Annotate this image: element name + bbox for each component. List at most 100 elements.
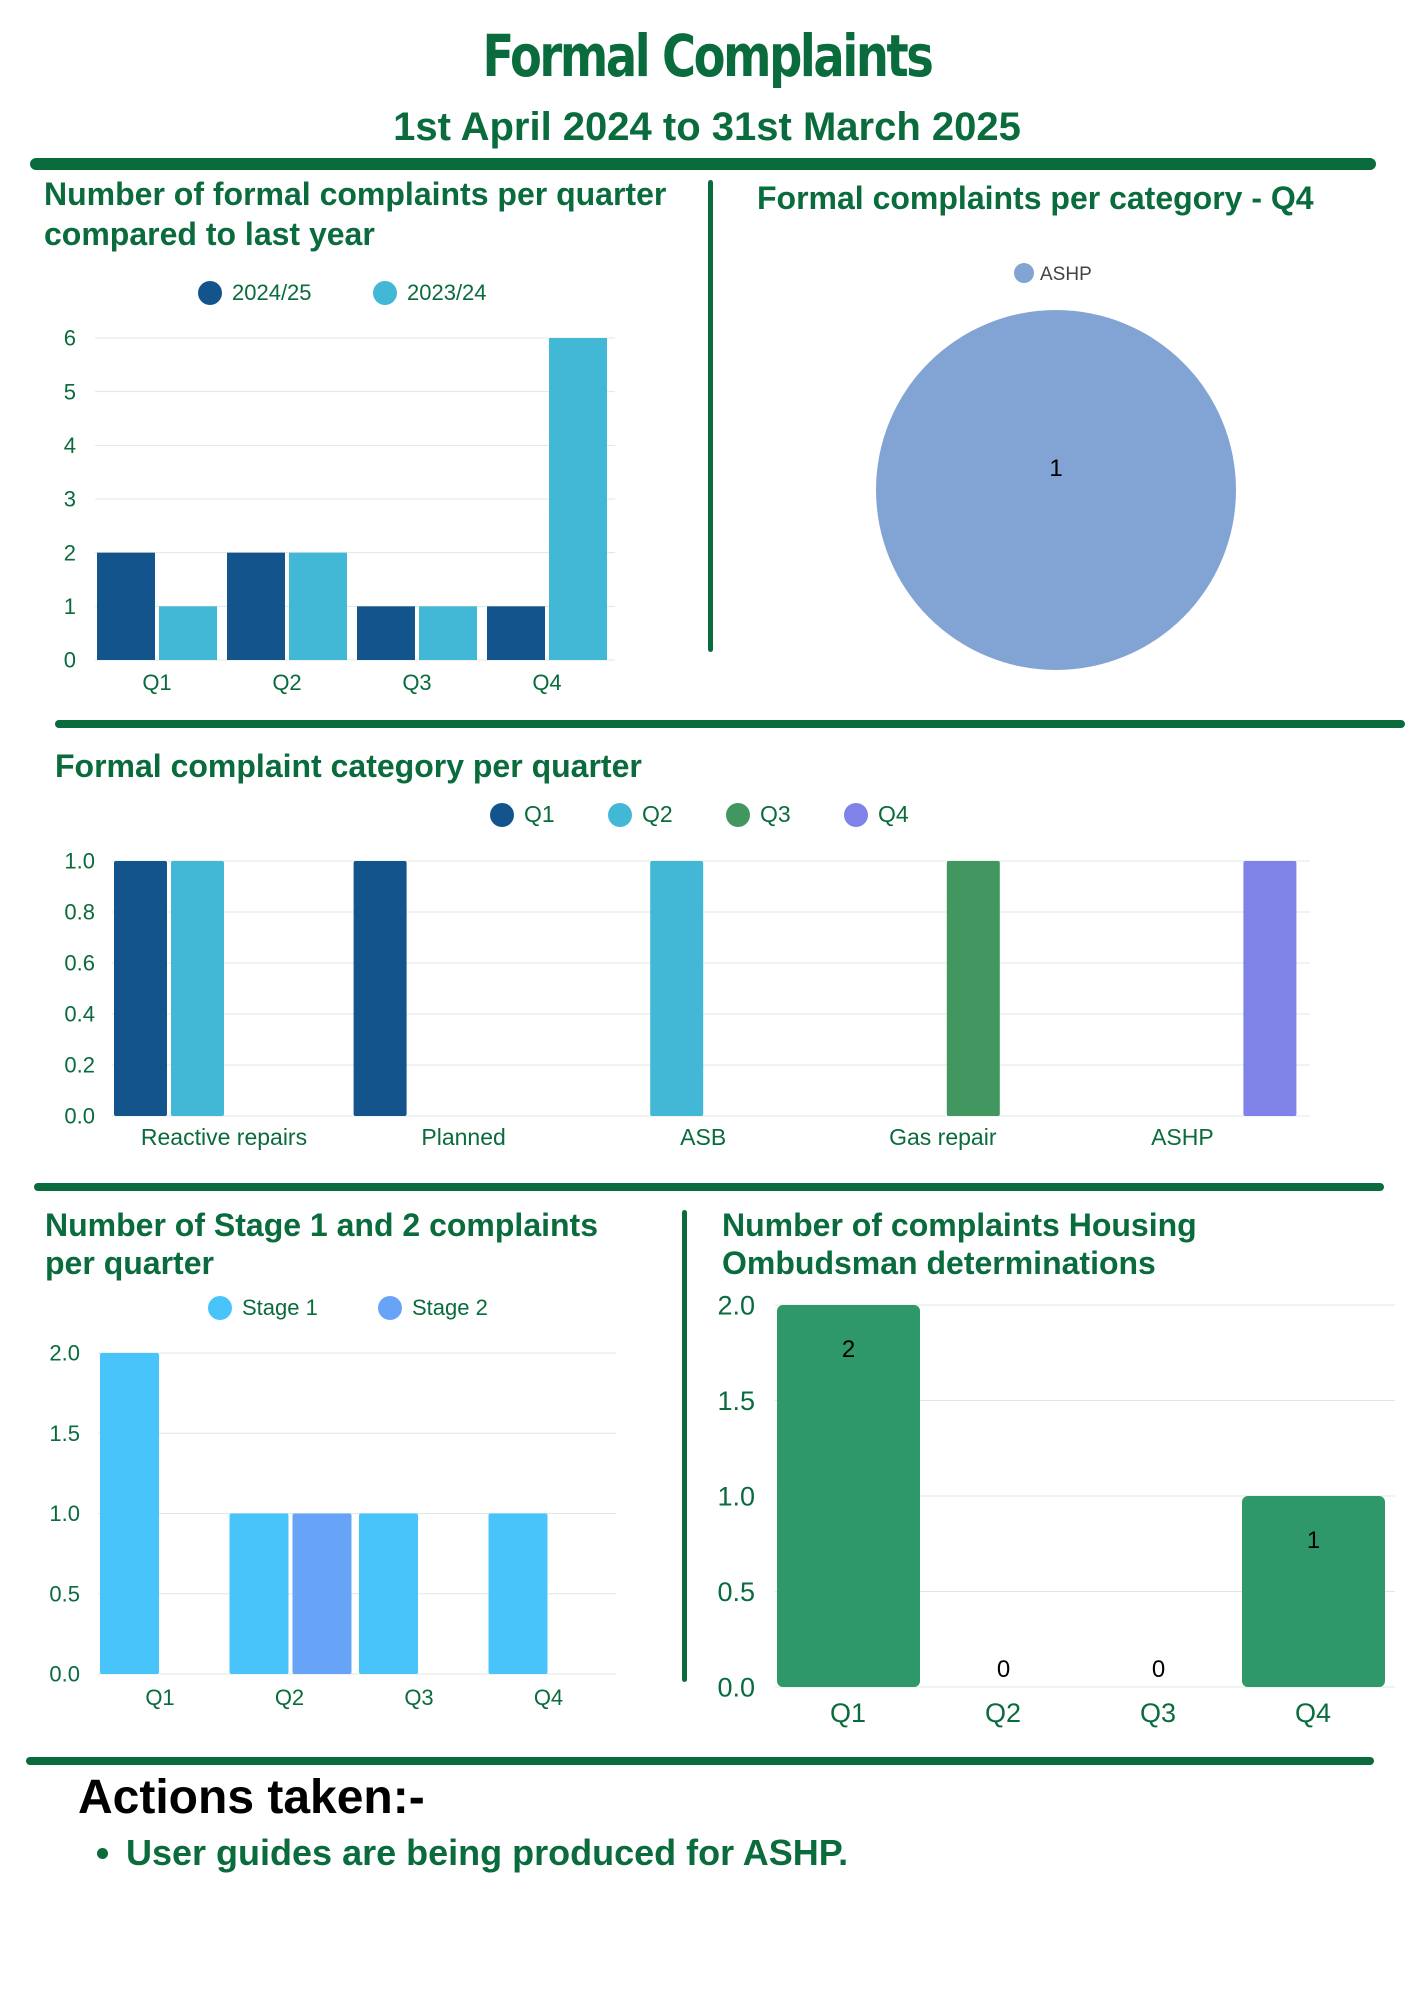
legend-label: Stage 2 <box>412 1295 488 1320</box>
y-tick-label: 4 <box>64 433 76 458</box>
x-tick-label: Q2 <box>275 1685 304 1710</box>
y-tick-label: 0.5 <box>717 1577 755 1607</box>
pie-label: 1 <box>1049 455 1062 482</box>
y-tick-label: 2 <box>64 540 76 565</box>
bar <box>159 606 217 660</box>
chart-title-q4pie: Formal complaints per category - Q4 <box>757 180 1314 216</box>
bar <box>1243 861 1297 1116</box>
bar <box>357 606 415 660</box>
y-tick-label: 1.0 <box>717 1481 755 1511</box>
x-tick-label: Q3 <box>404 1685 433 1710</box>
bar <box>488 1513 548 1674</box>
action-item: User guides are being produced for ASHP. <box>126 1832 848 1874</box>
data-label: 0 <box>997 1656 1010 1683</box>
pie-slice <box>876 310 1236 670</box>
bar <box>100 1353 159 1674</box>
legend-marker <box>726 803 750 827</box>
chart-quarterly: 0 1 2 3 4 5 6 2024/25 2023/24 Q1 Q2 Q3 Q4 <box>64 280 615 695</box>
y-tick-label: 1.0 <box>49 1501 80 1526</box>
x-tick-label: Q1 <box>830 1698 866 1728</box>
bar <box>359 1513 418 1674</box>
legend-label: 2024/25 <box>232 280 312 305</box>
y-tick-label: 0 <box>64 648 76 673</box>
x-tick-label: Q4 <box>534 1685 563 1710</box>
bar <box>171 861 224 1116</box>
legend-label: 2023/24 <box>407 280 487 305</box>
x-tick-label: Q4 <box>532 670 561 695</box>
legend-label: Q2 <box>642 801 673 827</box>
x-tick-label: ASB <box>680 1124 726 1150</box>
bar <box>227 552 285 660</box>
vertical-divider <box>708 180 713 652</box>
legend-marker <box>490 803 514 827</box>
legend-label: Q4 <box>878 801 909 827</box>
y-tick-label: 0.5 <box>49 1581 80 1606</box>
chart-title-category: Formal complaint category per quarter <box>55 748 642 784</box>
legend-label: ASHP <box>1040 264 1092 285</box>
chart-q4pie: 1 ASHP <box>876 263 1236 670</box>
x-tick-label: Q1 <box>145 1685 174 1710</box>
bar <box>114 861 167 1116</box>
x-tick-label: Q3 <box>402 670 431 695</box>
y-tick-label: 1.5 <box>49 1421 80 1446</box>
bar <box>1242 1496 1385 1687</box>
y-tick-label: 0.2 <box>64 1053 95 1078</box>
divider <box>26 1757 1374 1765</box>
chart-title-ombudsman: Number of complaints Housing Ombudsman d… <box>722 1207 1197 1281</box>
x-tick-label: Q2 <box>985 1698 1021 1728</box>
page-title: Formal Complaints <box>482 22 934 90</box>
y-tick-label: 0.0 <box>64 1104 95 1129</box>
legend-marker <box>208 1296 232 1320</box>
y-tick-label: 0.6 <box>64 951 95 976</box>
bar <box>292 1513 352 1674</box>
divider <box>34 1183 1384 1191</box>
y-tick-label: 1.0 <box>64 849 95 874</box>
data-label: 0 <box>1152 1656 1165 1683</box>
bar <box>97 552 155 660</box>
legend-marker <box>844 803 868 827</box>
bar <box>777 1305 920 1687</box>
chart-stages: 0.0 0.5 1.0 1.5 2.0 Stage 1 Stage 2 Q1 Q2 Q3 Q4 <box>49 1295 616 1710</box>
y-tick-label: 0.4 <box>64 1002 95 1027</box>
x-tick-label: Q2 <box>272 670 301 695</box>
bar <box>289 552 347 660</box>
legend-marker <box>378 1296 402 1320</box>
data-label: 2 <box>842 1336 855 1363</box>
actions-title: Actions taken:- <box>78 1771 425 1824</box>
legend-marker <box>608 803 632 827</box>
y-tick-label: 2.0 <box>49 1341 80 1366</box>
y-tick-label: 6 <box>64 326 76 351</box>
x-tick-label: Q3 <box>1140 1698 1176 1728</box>
legend-marker <box>1014 263 1034 283</box>
data-label: 1 <box>1307 1527 1320 1554</box>
legend-marker <box>373 281 397 305</box>
chart-ombudsman: 0.0 0.5 1.0 1.5 2.0 2 Q1 0 Q2 0 Q3 1 Q4 <box>717 1290 1395 1728</box>
divider <box>55 720 1405 728</box>
y-tick-label: 3 <box>64 487 76 512</box>
x-tick-label: Q1 <box>142 670 171 695</box>
x-tick-label: Reactive repairs <box>141 1124 307 1150</box>
legend-label: Q3 <box>760 801 791 827</box>
divider <box>30 158 1376 170</box>
y-tick-label: 2.0 <box>717 1290 755 1320</box>
bar <box>353 861 407 1116</box>
y-tick-label: 0.0 <box>49 1662 80 1687</box>
x-tick-label: Gas repair <box>889 1124 997 1150</box>
x-tick-label: Q4 <box>1295 1698 1331 1728</box>
y-tick-label: 1 <box>64 594 76 619</box>
chart-category: 0.0 0.2 0.4 0.6 0.8 1.0 Q1 Q2 Q3 Q4 Reactive repai… <box>64 801 1310 1150</box>
y-tick-label: 0.0 <box>717 1672 755 1702</box>
bar <box>487 606 545 660</box>
actions-list: User guides are being produced for ASHP. <box>88 1832 848 1874</box>
x-tick-label: ASHP <box>1151 1124 1214 1150</box>
y-tick-label: 5 <box>64 379 76 404</box>
bar <box>946 861 1000 1116</box>
legend-label: Stage 1 <box>242 1295 318 1320</box>
vertical-divider <box>682 1210 687 1682</box>
bar <box>650 861 704 1116</box>
chart-title-quarterly: Number of formal complaints per quarter … <box>44 176 667 252</box>
chart-title-stages: Number of Stage 1 and 2 complaints per q… <box>45 1207 598 1281</box>
legend-label: Q1 <box>524 801 555 827</box>
bar <box>229 1513 289 1674</box>
page-subtitle: 1st April 2024 to 31st March 2025 <box>393 105 1021 149</box>
